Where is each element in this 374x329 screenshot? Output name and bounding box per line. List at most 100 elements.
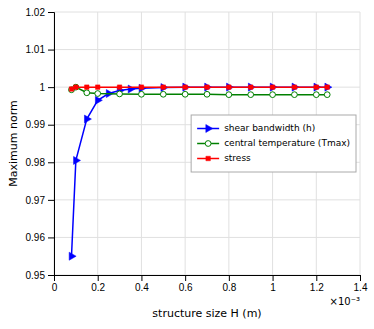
tick-label: 1.2 bbox=[310, 282, 324, 293]
point bbox=[73, 84, 79, 90]
tick-label: 1 bbox=[39, 82, 45, 93]
grid-line bbox=[185, 12, 186, 275]
tick: 1.4 bbox=[354, 275, 368, 293]
tick: 1 bbox=[270, 275, 276, 293]
tick-label: 0.2 bbox=[91, 282, 105, 293]
point bbox=[117, 85, 121, 89]
tick-mark bbox=[141, 275, 142, 281]
point bbox=[314, 85, 318, 89]
series-line bbox=[71, 87, 327, 95]
point bbox=[227, 85, 231, 89]
grid-line bbox=[54, 199, 360, 200]
point bbox=[74, 85, 78, 89]
legend-marker bbox=[206, 156, 210, 160]
tick-mark bbox=[185, 275, 186, 281]
point bbox=[139, 85, 143, 89]
tick-mark bbox=[48, 275, 54, 276]
point bbox=[325, 83, 332, 91]
tick: 0.8 bbox=[222, 275, 236, 293]
point bbox=[84, 115, 91, 123]
point bbox=[84, 90, 90, 96]
point bbox=[324, 92, 330, 98]
tick: 1.02 bbox=[26, 7, 54, 18]
tick: 0.98 bbox=[26, 157, 54, 168]
legend-label: shear bandwidth (h) bbox=[224, 123, 315, 133]
tick-label: 1.4 bbox=[354, 282, 368, 293]
point bbox=[117, 91, 123, 97]
point bbox=[69, 252, 76, 260]
tick-label: 1.02 bbox=[26, 7, 46, 18]
point bbox=[248, 85, 252, 89]
point bbox=[313, 92, 319, 98]
grid-line bbox=[54, 49, 360, 50]
grid-line bbox=[54, 12, 360, 13]
tick-label: 0.6 bbox=[179, 282, 193, 293]
tick-mark bbox=[48, 200, 54, 201]
point bbox=[95, 96, 102, 104]
tick-mark bbox=[48, 87, 54, 88]
tick: 0 bbox=[52, 275, 58, 293]
tick: 1.01 bbox=[26, 44, 54, 55]
tick-mark bbox=[229, 275, 230, 281]
point bbox=[160, 91, 166, 97]
legend-marker bbox=[206, 124, 213, 132]
legend-marker bbox=[205, 141, 211, 147]
tick: 1 bbox=[39, 82, 54, 93]
tick-label: 0.4 bbox=[135, 282, 149, 293]
tick: 0.96 bbox=[26, 232, 54, 243]
chart: 0 0.2 0.4 0.6 0.8 1 1.2 1.4 0.95 0.96 0.97 0.98 0.99… bbox=[0, 0, 374, 329]
tick-label: 0.96 bbox=[26, 232, 46, 243]
tick: 0.99 bbox=[26, 119, 54, 130]
y-axis: 0.95 0.96 0.97 0.98 0.99 1 1.01 1.02 bbox=[26, 7, 55, 281]
series bbox=[69, 85, 329, 91]
point bbox=[205, 85, 209, 89]
tick: 0.4 bbox=[135, 275, 149, 293]
tick-mark bbox=[48, 162, 54, 163]
tick-mark bbox=[48, 125, 54, 126]
grid-line bbox=[54, 237, 360, 238]
point bbox=[85, 85, 89, 89]
point bbox=[74, 156, 81, 164]
point bbox=[292, 85, 296, 89]
point bbox=[226, 92, 232, 98]
series bbox=[69, 84, 330, 97]
tick-label: 0.95 bbox=[26, 270, 46, 281]
y-axis-title: Maximum norm bbox=[7, 100, 20, 186]
grid bbox=[54, 12, 360, 275]
annotation: ×10⁻³ bbox=[330, 296, 360, 307]
tick-label: 0.99 bbox=[26, 119, 46, 130]
tick: 1.2 bbox=[310, 275, 324, 293]
grid-line bbox=[360, 12, 361, 275]
point bbox=[204, 91, 210, 97]
tick-mark bbox=[48, 50, 54, 51]
tick-label: 0.98 bbox=[26, 157, 46, 168]
grid-line bbox=[141, 12, 142, 275]
point bbox=[95, 91, 101, 97]
point bbox=[325, 85, 329, 89]
x-axis-title: structure size H (m) bbox=[152, 307, 261, 320]
tick-label: 0 bbox=[52, 282, 58, 293]
axis-line bbox=[48, 13, 55, 276]
tick-mark bbox=[316, 275, 317, 281]
point bbox=[183, 85, 187, 89]
tick-mark bbox=[273, 275, 274, 281]
axis-line bbox=[55, 276, 361, 282]
point bbox=[128, 85, 135, 93]
point bbox=[139, 91, 145, 97]
tick-mark bbox=[360, 275, 361, 281]
tick-label: 0.8 bbox=[222, 282, 236, 293]
tick-label: 1 bbox=[270, 282, 276, 293]
tick-label: 1.01 bbox=[26, 44, 46, 55]
legend-label: central temperature (Tmax) bbox=[224, 138, 350, 148]
x-axis: 0 0.2 0.4 0.6 0.8 1 1.2 1.4 bbox=[52, 275, 368, 293]
point bbox=[270, 85, 274, 89]
point bbox=[182, 91, 188, 97]
tick: 0.97 bbox=[26, 195, 54, 206]
tick: 0.6 bbox=[179, 275, 193, 293]
plot: 0 0.2 0.4 0.6 0.8 1 1.2 1.4 0.95 0.96 0.97 0.98 0.99… bbox=[26, 7, 368, 293]
tick: 0.2 bbox=[91, 275, 105, 293]
legend: shear bandwidth (h) central temperature (… bbox=[191, 115, 356, 172]
legend-label: stress bbox=[224, 153, 251, 163]
point bbox=[292, 92, 298, 98]
tick-mark bbox=[48, 12, 54, 13]
